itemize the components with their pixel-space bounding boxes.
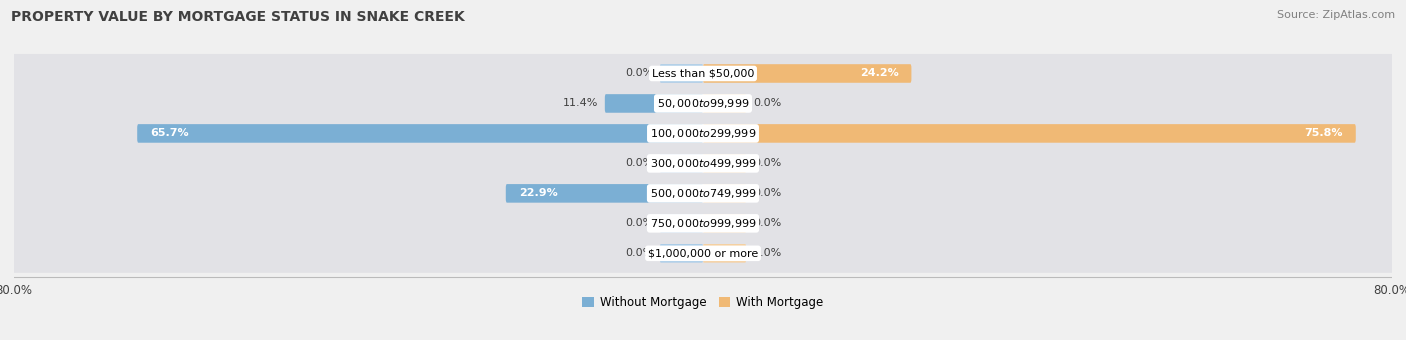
FancyBboxPatch shape — [10, 84, 1396, 123]
Text: Source: ZipAtlas.com: Source: ZipAtlas.com — [1277, 10, 1395, 20]
FancyBboxPatch shape — [605, 94, 703, 113]
Text: $300,000 to $499,999: $300,000 to $499,999 — [650, 157, 756, 170]
Text: 0.0%: 0.0% — [754, 248, 782, 258]
Text: PROPERTY VALUE BY MORTGAGE STATUS IN SNAKE CREEK: PROPERTY VALUE BY MORTGAGE STATUS IN SNA… — [11, 10, 465, 24]
Text: 0.0%: 0.0% — [754, 99, 782, 108]
FancyBboxPatch shape — [10, 234, 1396, 273]
Text: 0.0%: 0.0% — [754, 188, 782, 198]
FancyBboxPatch shape — [138, 124, 703, 143]
Text: 22.9%: 22.9% — [519, 188, 557, 198]
FancyBboxPatch shape — [10, 114, 1396, 153]
Text: 65.7%: 65.7% — [150, 129, 188, 138]
Text: Less than $50,000: Less than $50,000 — [652, 68, 754, 79]
FancyBboxPatch shape — [10, 174, 1396, 213]
FancyBboxPatch shape — [10, 204, 1396, 243]
FancyBboxPatch shape — [10, 144, 1396, 183]
Text: $1,000,000 or more: $1,000,000 or more — [648, 248, 758, 258]
FancyBboxPatch shape — [703, 64, 911, 83]
FancyBboxPatch shape — [659, 154, 703, 173]
FancyBboxPatch shape — [659, 64, 703, 83]
Text: 11.4%: 11.4% — [562, 99, 598, 108]
Text: $500,000 to $749,999: $500,000 to $749,999 — [650, 187, 756, 200]
Text: 0.0%: 0.0% — [624, 158, 652, 168]
Text: 75.8%: 75.8% — [1305, 129, 1343, 138]
Text: 0.0%: 0.0% — [754, 158, 782, 168]
Text: $750,000 to $999,999: $750,000 to $999,999 — [650, 217, 756, 230]
Text: 0.0%: 0.0% — [624, 248, 652, 258]
FancyBboxPatch shape — [703, 184, 747, 203]
FancyBboxPatch shape — [659, 214, 703, 233]
Text: 24.2%: 24.2% — [859, 68, 898, 79]
Text: 0.0%: 0.0% — [754, 218, 782, 228]
FancyBboxPatch shape — [703, 244, 747, 262]
FancyBboxPatch shape — [703, 94, 747, 113]
FancyBboxPatch shape — [659, 244, 703, 262]
Text: $50,000 to $99,999: $50,000 to $99,999 — [657, 97, 749, 110]
Text: 0.0%: 0.0% — [624, 218, 652, 228]
FancyBboxPatch shape — [506, 184, 703, 203]
FancyBboxPatch shape — [703, 124, 1355, 143]
FancyBboxPatch shape — [703, 214, 747, 233]
Legend: Without Mortgage, With Mortgage: Without Mortgage, With Mortgage — [578, 291, 828, 314]
Text: $100,000 to $299,999: $100,000 to $299,999 — [650, 127, 756, 140]
FancyBboxPatch shape — [10, 54, 1396, 93]
Text: 0.0%: 0.0% — [624, 68, 652, 79]
FancyBboxPatch shape — [703, 154, 747, 173]
